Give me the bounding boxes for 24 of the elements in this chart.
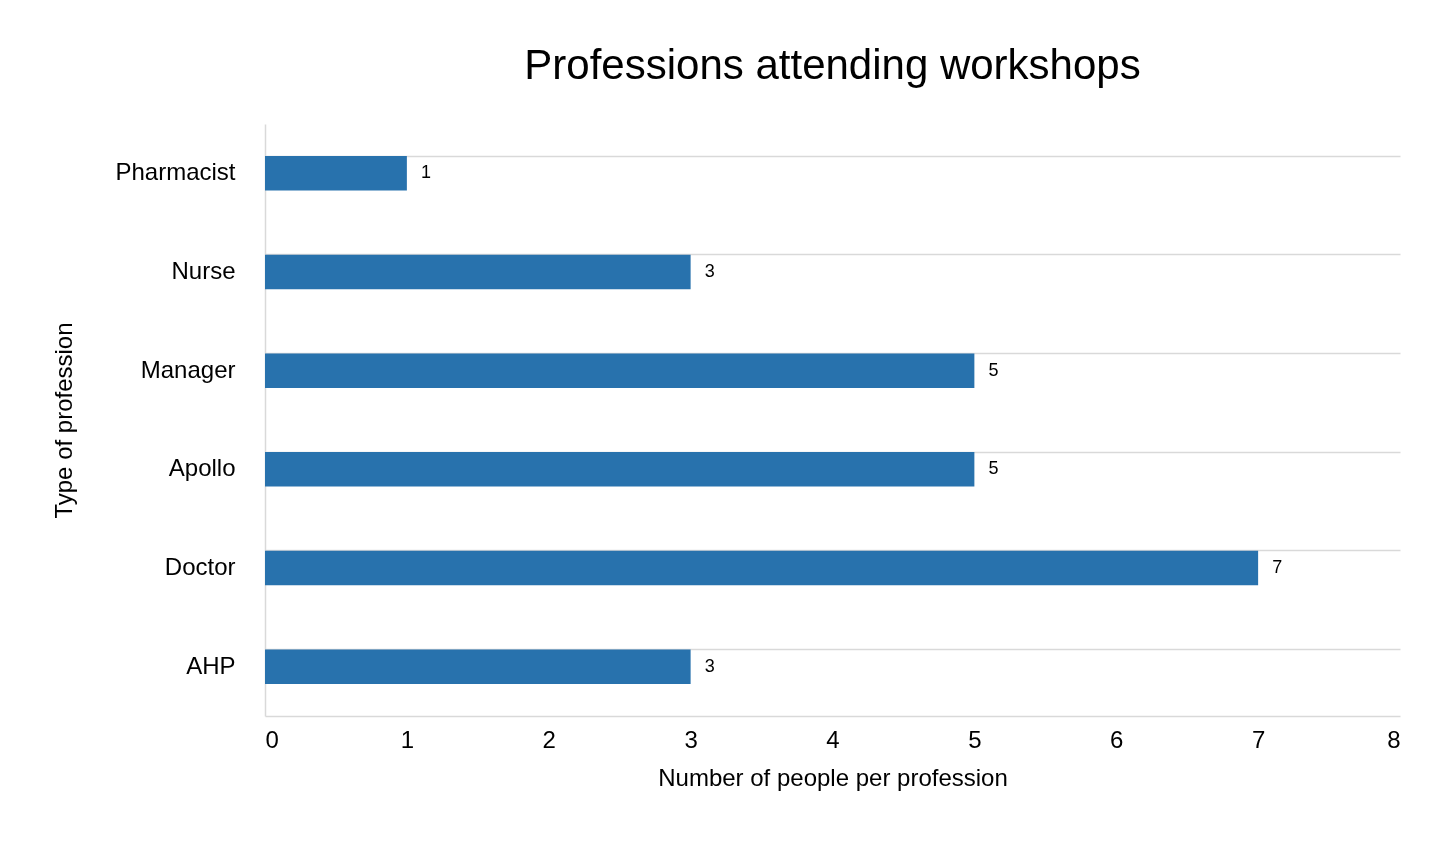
x-tick-label: 8 xyxy=(1387,725,1401,753)
data-label: 3 xyxy=(704,655,715,676)
data-label: 1 xyxy=(420,162,431,183)
x-axis-title: Number of people per profession xyxy=(658,763,1008,791)
y-tick-label: Nurse xyxy=(171,257,236,284)
x-tick-label: 0 xyxy=(265,725,279,753)
x-tick-label: 4 xyxy=(826,725,840,753)
data-label: 5 xyxy=(988,359,999,380)
y-tick-label: Pharmacist xyxy=(115,158,236,186)
data-label: 7 xyxy=(1272,557,1283,577)
y-tick-label: Apollo xyxy=(168,454,236,482)
x-tick-label: 6 xyxy=(1110,725,1124,753)
y-tick-label: AHP xyxy=(186,651,236,679)
x-tick-label: 2 xyxy=(542,725,556,753)
x-tick-label: 7 xyxy=(1251,725,1266,753)
x-tick-label: 5 xyxy=(968,725,982,753)
y-axis-title: Type of profession xyxy=(50,322,78,519)
chart-title: Professions attending workshops xyxy=(524,41,1141,88)
data-label: 3 xyxy=(704,261,715,281)
y-tick-label: Doctor xyxy=(164,553,236,580)
x-tick-label: 1 xyxy=(400,725,415,753)
x-tick-label: 3 xyxy=(684,725,698,753)
data-label: 5 xyxy=(988,458,999,479)
y-tick-label: Manager xyxy=(140,355,236,383)
